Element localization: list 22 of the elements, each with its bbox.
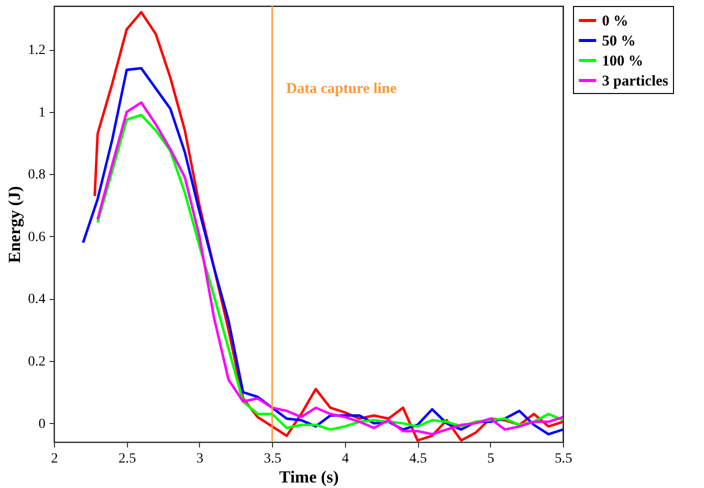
x-tick-label: 4.5 bbox=[409, 452, 427, 466]
y-tick-label: 1.2 bbox=[28, 43, 46, 58]
x-tick-label: 2.5 bbox=[118, 452, 136, 466]
y-tick-label: 0.2 bbox=[28, 354, 46, 370]
y-tick-label: 0.4 bbox=[28, 292, 46, 308]
y-tick-label: 0.8 bbox=[28, 168, 46, 183]
y-tick-label: 1 bbox=[38, 105, 46, 120]
x-axis-title: Time (s) bbox=[279, 468, 339, 486]
legend-label: 0 % bbox=[602, 14, 628, 30]
legend-label: 3 particles bbox=[602, 74, 668, 90]
x-tick-label: 3.5 bbox=[264, 452, 282, 466]
y-tick-label: 0.6 bbox=[28, 230, 46, 245]
legend-label: 100 % bbox=[602, 54, 644, 70]
y-tick-label: 0 bbox=[38, 416, 46, 432]
y-axis-title: Energy (J) bbox=[5, 186, 24, 263]
x-tick-label: 3 bbox=[196, 452, 204, 466]
legend-label: 50 % bbox=[602, 34, 636, 50]
x-tick-label: 2 bbox=[51, 452, 58, 466]
x-tick-label: 5 bbox=[487, 452, 494, 466]
x-tick-label: 5.5 bbox=[554, 452, 572, 466]
ref-line-label: Data capture line bbox=[286, 81, 398, 97]
x-tick-label: 4 bbox=[342, 452, 349, 466]
